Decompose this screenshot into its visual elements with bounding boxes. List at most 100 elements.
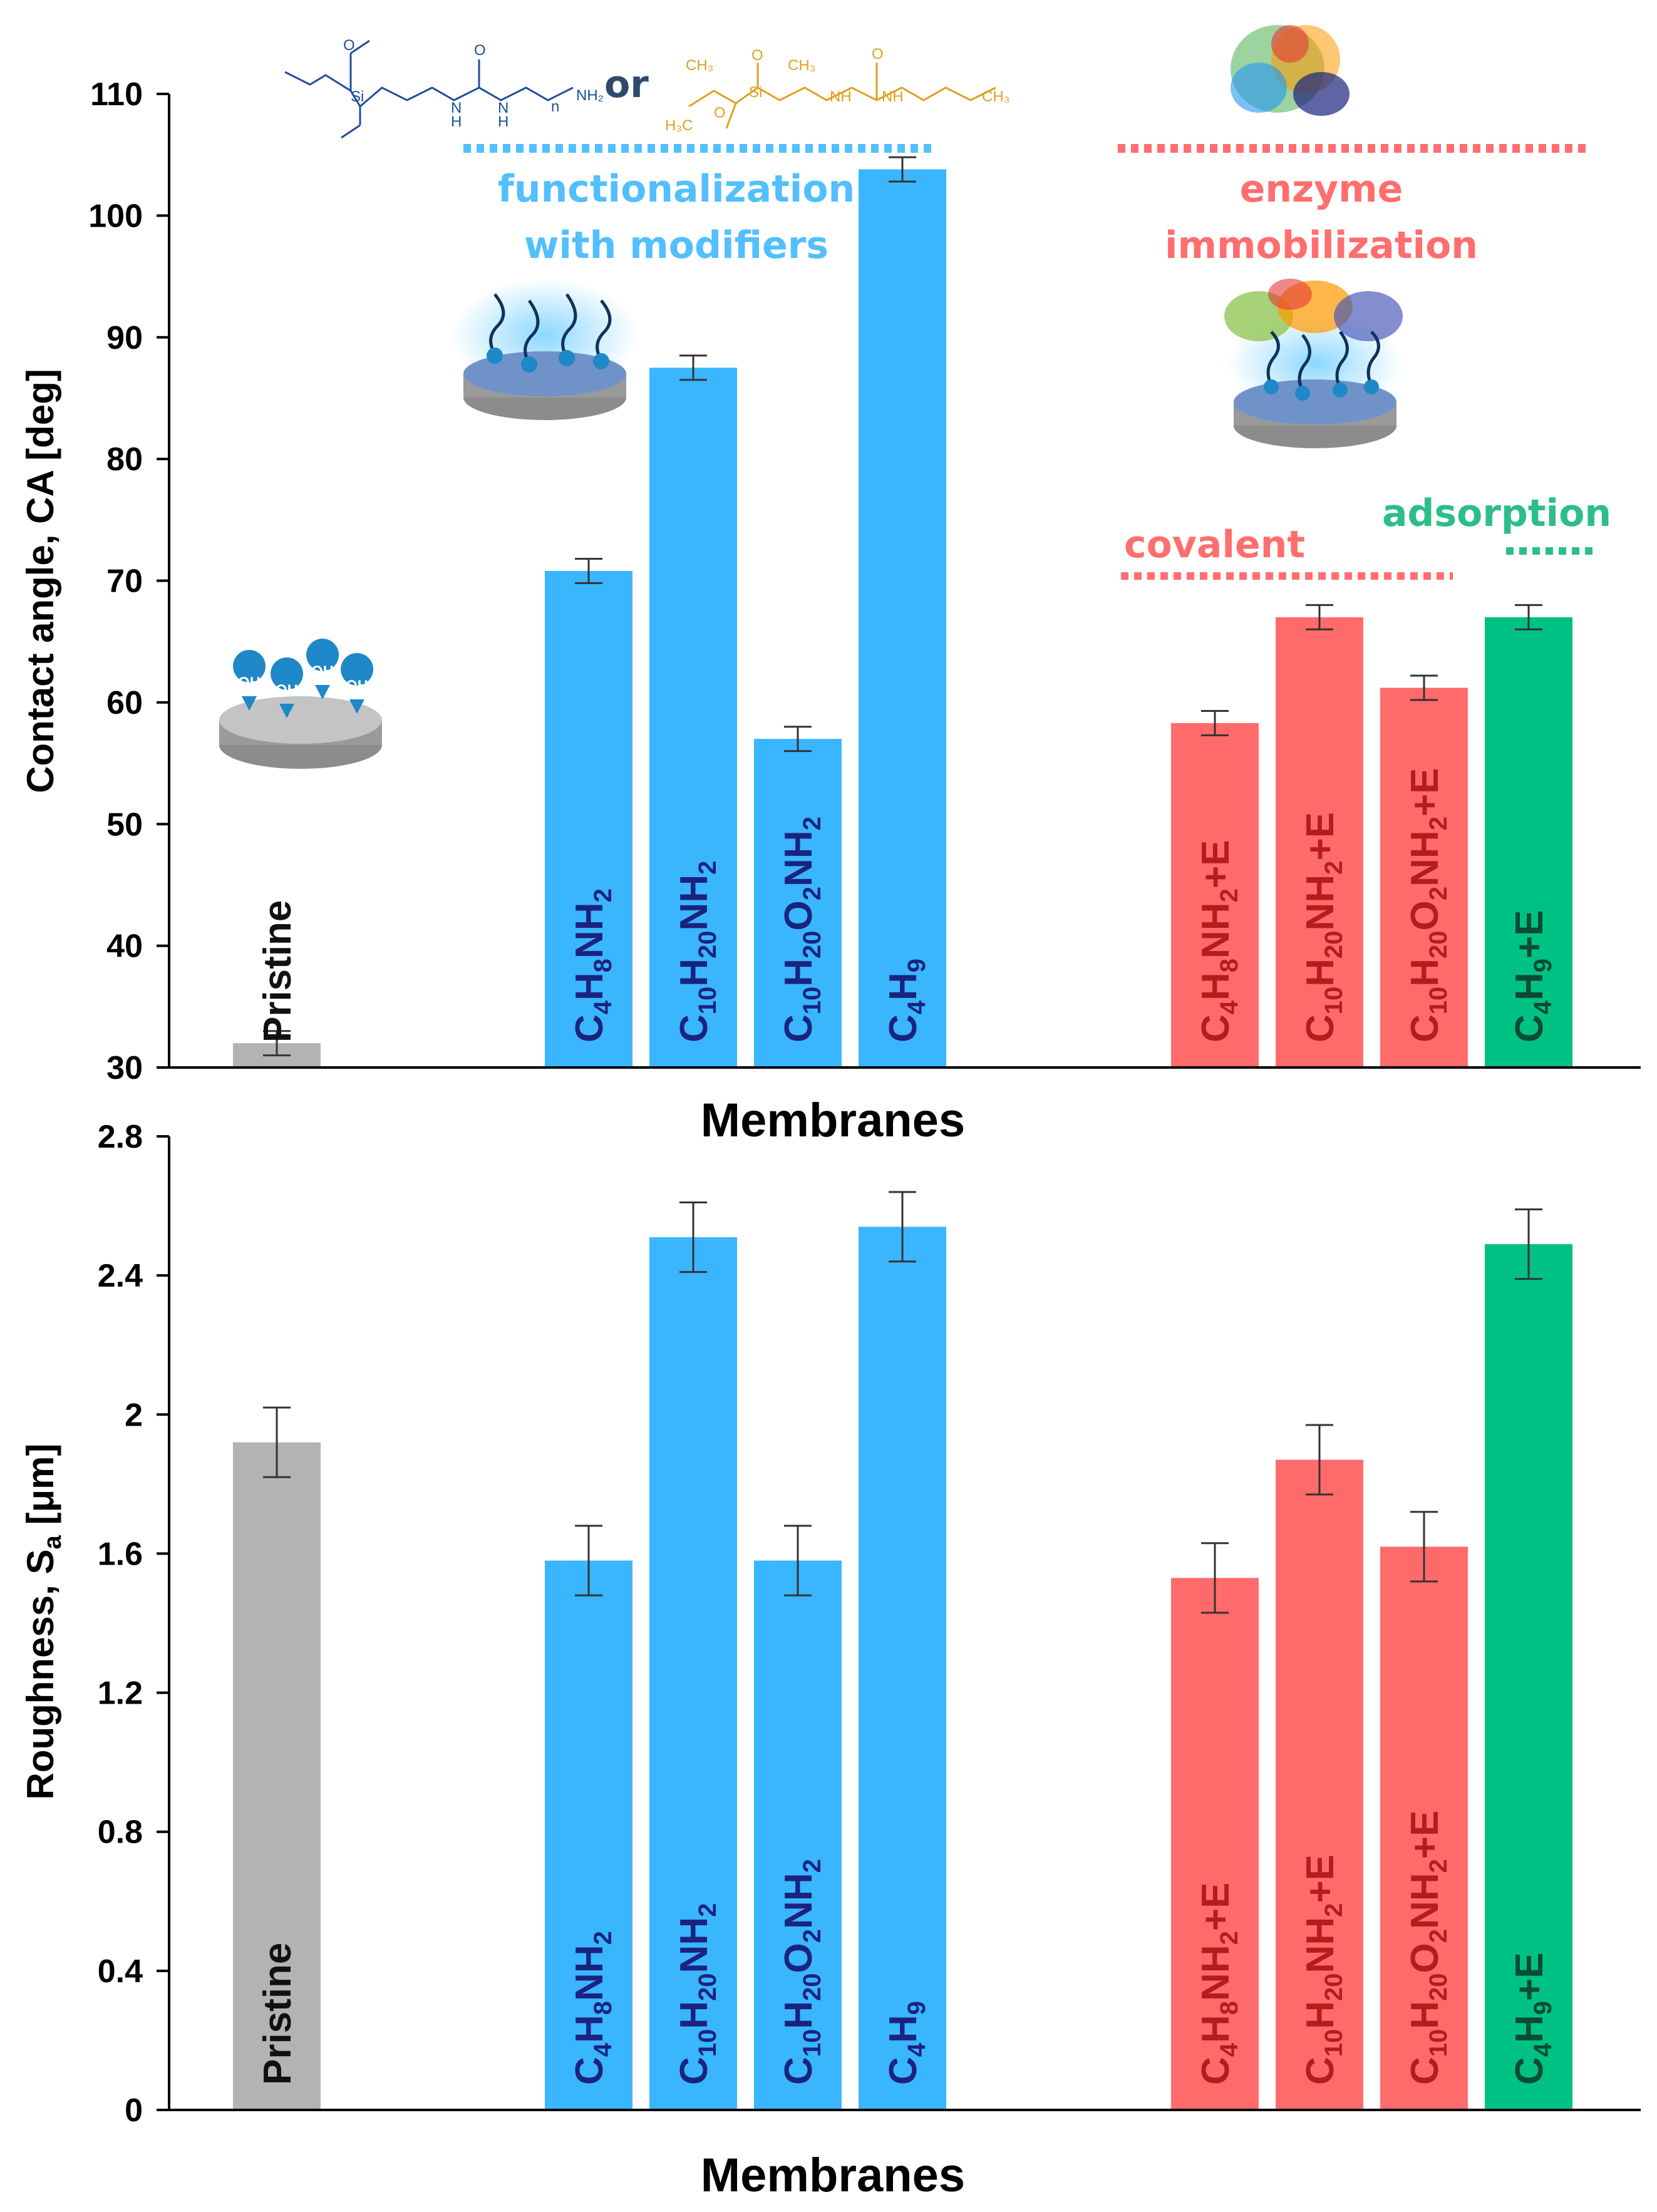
protein-blob — [1231, 63, 1287, 113]
y-tick-label: 0 — [125, 2092, 143, 2129]
formula-subscript: 8 — [589, 2001, 617, 2015]
chem-label: Si — [351, 88, 364, 105]
formula-part: NH — [1299, 875, 1342, 931]
anchor — [1295, 386, 1310, 401]
formula-part: +E — [1403, 768, 1447, 817]
orange-bond-down — [725, 103, 737, 129]
x-axis-title: Membranes — [701, 1094, 965, 1147]
droplet — [306, 639, 339, 699]
roughness-bars — [233, 1227, 1572, 2110]
anchor — [1333, 383, 1348, 398]
y-tick-label: 1.6 — [98, 1536, 143, 1572]
chem-label: O — [343, 37, 355, 54]
chem-label: Si — [749, 84, 762, 101]
cluster — [1268, 279, 1312, 310]
modifier-chains — [1266, 331, 1380, 393]
formula-subscript: 20 — [694, 930, 721, 959]
formula-part: C — [568, 2057, 611, 2085]
y-tick-label: 2 — [125, 1397, 143, 1433]
oh-label: OH — [346, 677, 368, 694]
contact-angle-chart: Pristine C4H8NH2C10H20NH2C10H20O2NH2C4H9C… — [19, 76, 1641, 1147]
formula-subscript: 2 — [1425, 887, 1452, 900]
roughness-chart: Pristine C4H8NH2C10H20NH2C10H20O2NH2C4H9C… — [19, 1119, 1641, 2202]
formula-part: H — [1403, 959, 1447, 987]
formula-subscript: 2 — [694, 861, 721, 875]
chem-label: NH₂ — [576, 87, 604, 104]
roughness-error-bars — [263, 1191, 1542, 1614]
orange-skeleton — [688, 86, 996, 108]
formula-part: Pristine — [256, 900, 299, 1042]
y-tick-label: 110 — [90, 76, 143, 113]
chain — [561, 293, 577, 358]
bar-label: C10H20O2NH2 — [777, 816, 826, 1042]
chem-label: H₃C — [665, 117, 693, 134]
bar-label: C10H20O2NH2+E — [1403, 1811, 1452, 2085]
chem-label: N — [451, 100, 462, 116]
formula-subscript: 20 — [798, 1973, 826, 2001]
formula-part: C — [1194, 1014, 1237, 1042]
annotations: O Si N H O N H n NH₂ or CH₃ CH₃ O Si NH … — [219, 25, 1611, 769]
anchor — [487, 347, 503, 364]
x-axis-title: Membranes — [701, 2149, 965, 2202]
formula-subscript: 9 — [1529, 2001, 1557, 2015]
oh-label: OH — [311, 663, 334, 680]
immobilization-label: immobilization — [1165, 224, 1478, 267]
formula-subscript: 8 — [1216, 959, 1243, 972]
chem-label: O — [474, 42, 486, 59]
bar — [1485, 1244, 1572, 2110]
contact-angle-bar-labels: Pristine C4H8NH2C10H20NH2C10H20O2NH2C4H9C… — [256, 768, 1557, 1042]
formula-part: C — [1403, 1014, 1447, 1042]
formula-part: NH — [673, 875, 716, 931]
formula-part: H — [1403, 2001, 1447, 2029]
formula-subscript: 2 — [1425, 1929, 1452, 1943]
oh-droplets: OH OH OH OH — [233, 639, 374, 718]
bar-label: C4H9+E — [1508, 910, 1557, 1042]
enzyme-protein-illustration — [1231, 25, 1350, 116]
bar — [1276, 1459, 1363, 2110]
formula-subscript: 10 — [694, 987, 721, 1015]
formula-part: H — [1299, 2001, 1342, 2029]
chain — [596, 299, 612, 361]
contact-angle-bars — [233, 169, 1572, 1068]
formula-part: +E — [1299, 812, 1342, 861]
formula-subscript: 10 — [798, 987, 826, 1015]
formula-subscript: 10 — [798, 2029, 826, 2057]
bar-label: C4H9 — [882, 959, 931, 1042]
y-tick-label: 0.8 — [98, 1814, 143, 1851]
bar — [545, 570, 632, 1067]
formula-subscript: 4 — [589, 2042, 617, 2057]
bar-label: C10H20O2NH2 — [777, 1859, 826, 2085]
formula-part: O — [1403, 900, 1447, 930]
enzyme-label: enzyme — [1240, 167, 1403, 211]
chain — [1335, 331, 1349, 389]
chem-label: H — [498, 113, 508, 130]
chem-label: CH₃ — [982, 88, 1009, 105]
bar — [233, 1442, 321, 2110]
formula-part: NH — [1299, 1917, 1342, 1973]
droplet — [233, 649, 266, 711]
formula-subscript: 8 — [589, 959, 617, 972]
blue-bond-up2 — [350, 39, 370, 54]
formula-subscript: 2 — [589, 888, 617, 902]
bar — [859, 1227, 946, 2110]
formula-subscript: 2 — [694, 1903, 721, 1917]
formula-part: C — [882, 2057, 925, 2085]
bar-label: Pristine — [256, 1943, 299, 2085]
formula-part: C — [673, 1014, 716, 1042]
bar-label: C4H8NH2+E — [1194, 840, 1243, 1042]
formula-part: NH — [1194, 1945, 1237, 2001]
droplet — [271, 657, 304, 718]
formula-part: NH — [777, 830, 820, 887]
alkyl-silane-structure: CH₃ CH₃ O Si NH NH O CH₃ H₃C O — [665, 46, 1009, 134]
formula-subscript: 2 — [589, 1931, 617, 1945]
chem-label: O — [751, 47, 763, 64]
formula-subscript: 2 — [798, 816, 826, 830]
protein-blob — [1271, 25, 1309, 63]
chain — [1298, 334, 1311, 393]
anchor — [593, 353, 609, 369]
bar — [1171, 1578, 1259, 2110]
chem-label: H — [451, 113, 462, 130]
bar-label: C4H9+E — [1508, 1952, 1557, 2085]
bar-label: C10H20NH2 — [673, 1903, 721, 2085]
y-tick-label: 0.4 — [98, 1953, 143, 1990]
